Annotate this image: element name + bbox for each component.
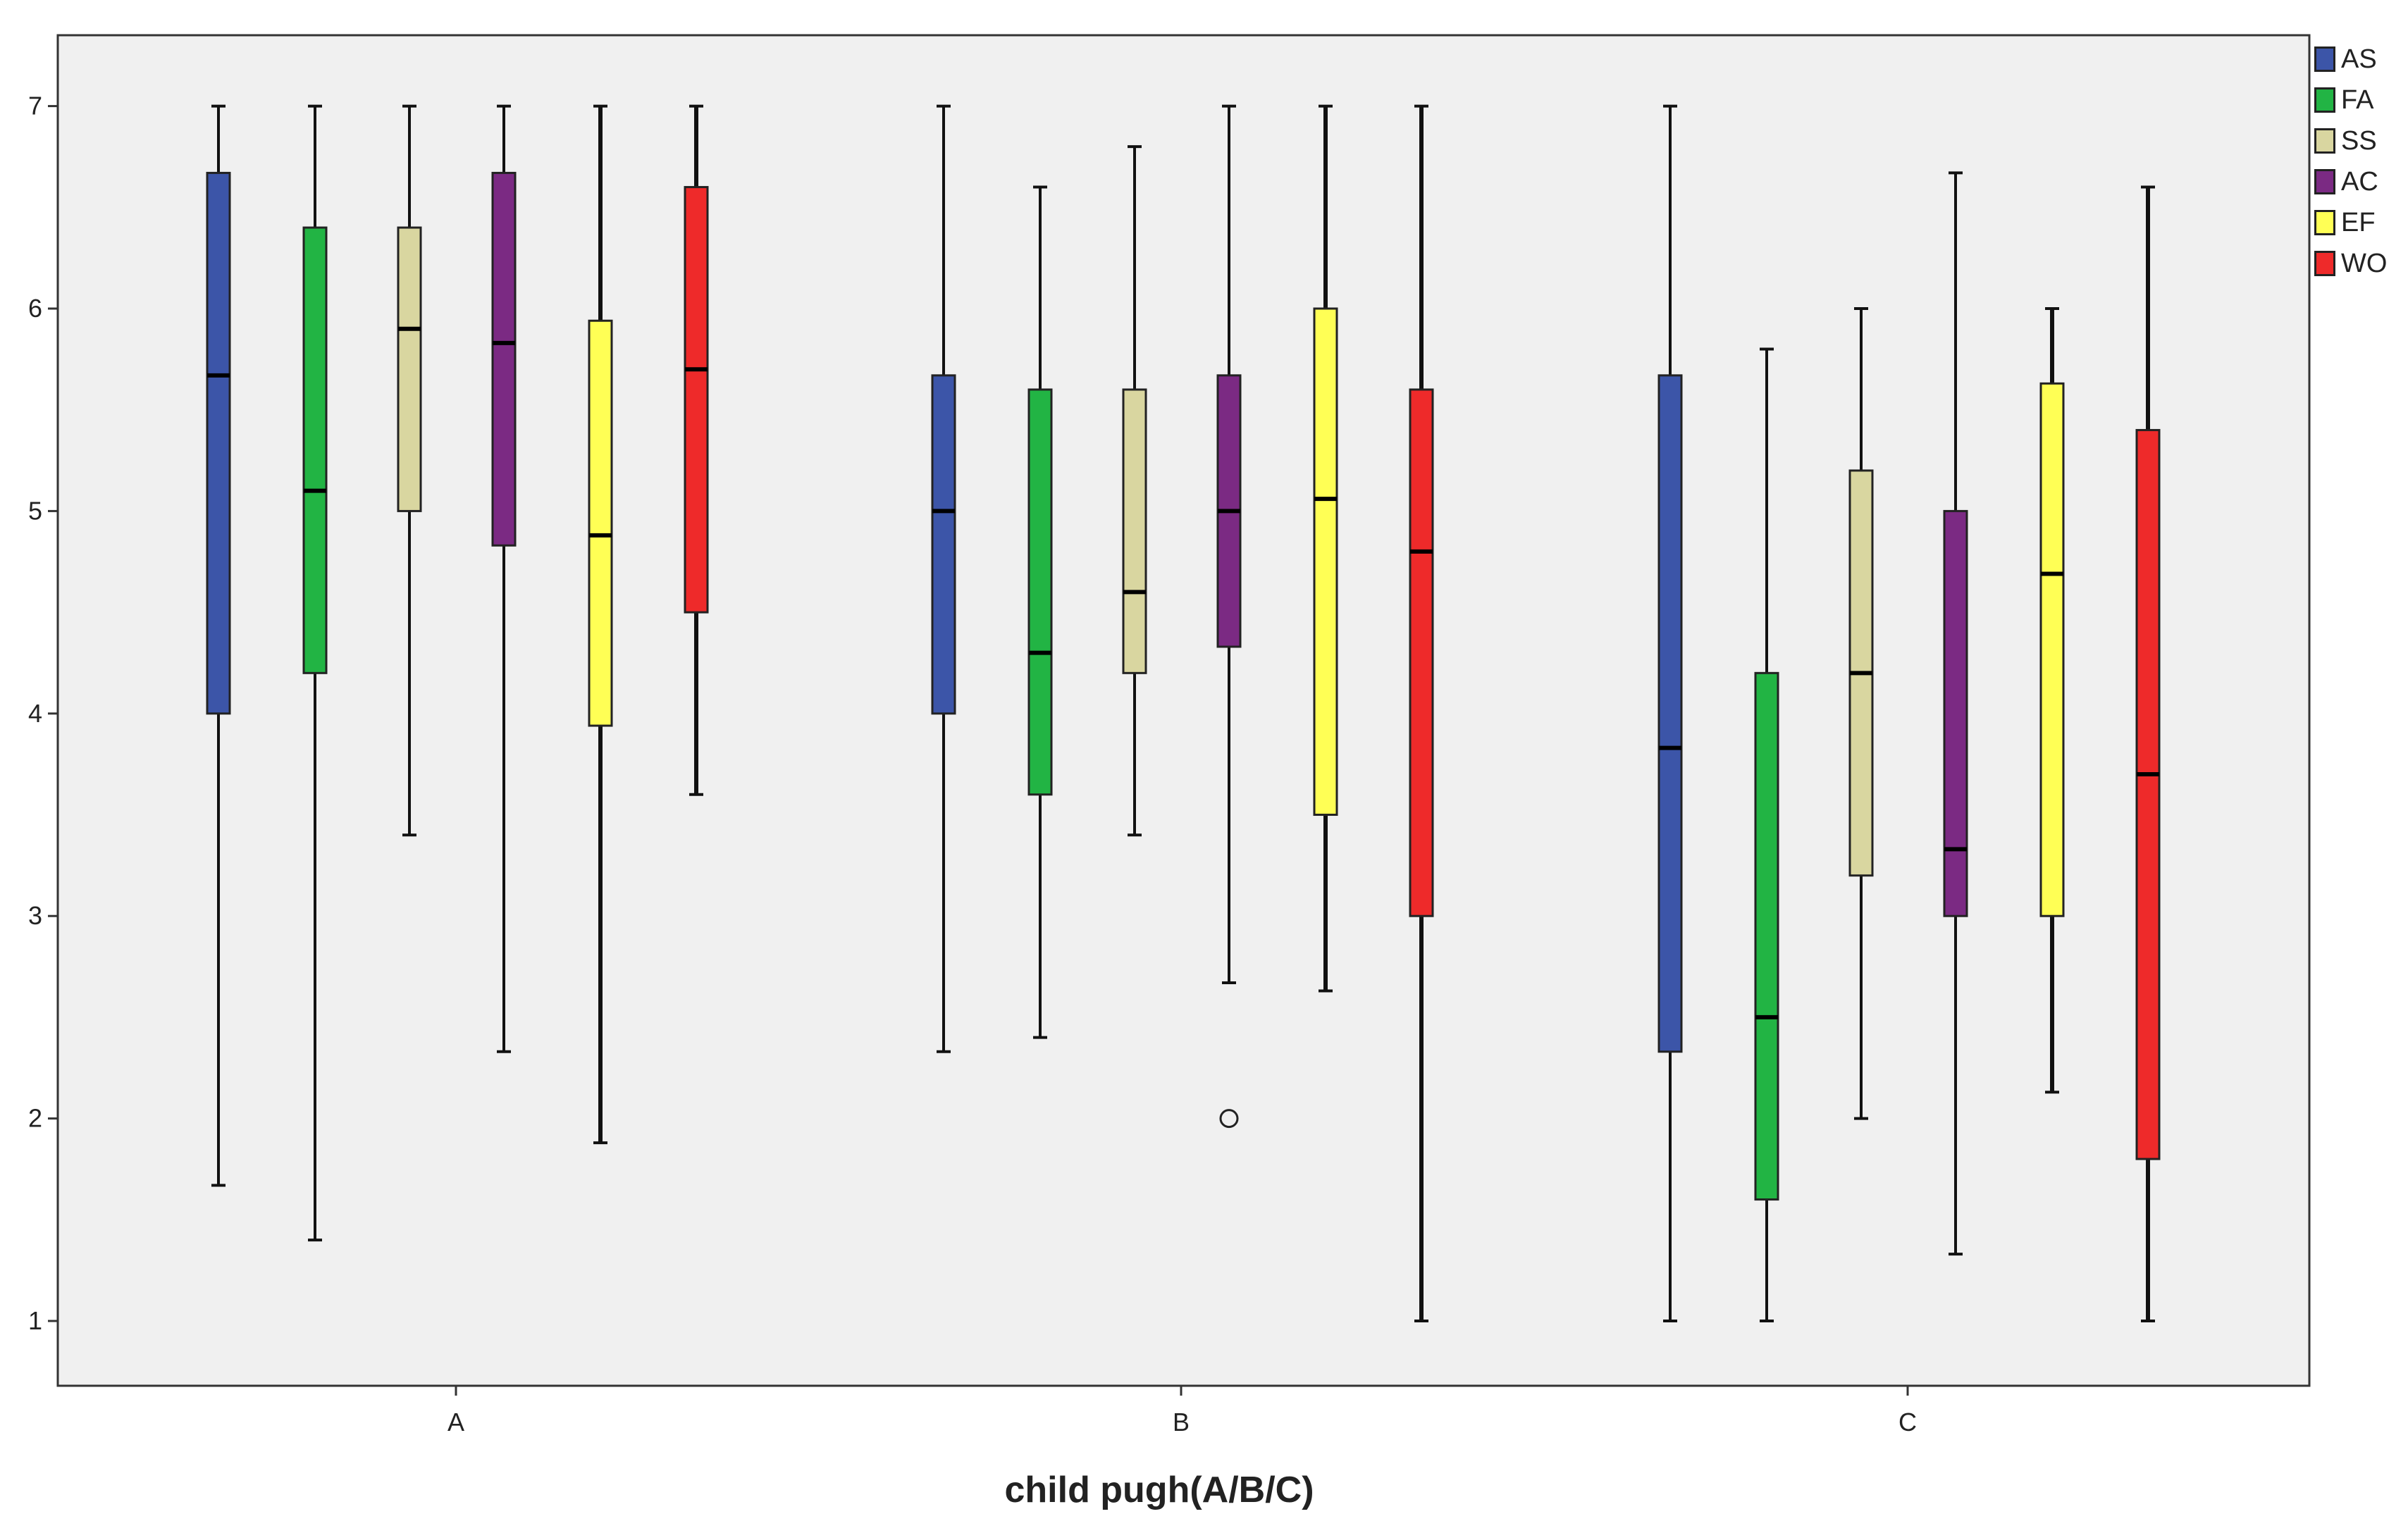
box-as-a [206,104,231,1187]
box-iqr [1409,388,1434,917]
x-axis-title: child pugh(A/B/C) [1004,1470,1314,1510]
box-iqr [491,171,517,547]
box-wo-b [1409,104,1434,1323]
legend-label: FA [2341,85,2374,115]
box-ss-a [397,104,422,837]
box-fa-c [1754,347,1779,1323]
y-tick-label: 1 [28,1306,42,1335]
legend-item-ss: SS [2314,120,2406,161]
box-wo-a [684,104,709,796]
box-iqr [206,171,231,715]
box-iqr [2039,382,2065,917]
y-tick-label: 3 [28,901,42,930]
box-iqr [588,319,613,727]
legend-swatch [2314,128,2335,154]
box-fa-a [302,104,328,1242]
box-fa-b [1027,185,1053,1039]
box-iqr [1943,509,1968,917]
x-tick-label: B [1173,1408,1190,1436]
box-iqr [1122,388,1147,674]
box-iqr [1754,671,1779,1201]
legend-item-ac: AC [2314,161,2406,202]
box-iqr [931,374,956,715]
legend-swatch [2314,46,2335,72]
legend-item-ef: EF [2314,202,2406,243]
box-as-c [1657,104,1683,1323]
legend-label: WO [2341,248,2388,278]
box-ac-b [1216,104,1242,1129]
plot-area [56,34,2311,1387]
x-axis: A B C [447,1386,1917,1436]
legend-swatch [2314,251,2335,276]
legend-item-fa: FA [2314,80,2406,120]
x-tick-label: A [447,1408,464,1436]
box-iqr [684,186,709,614]
box-iqr [1027,388,1053,796]
y-tick-label: 5 [28,496,42,525]
legend-item-as: AS [2314,39,2406,80]
legend-label: AC [2341,166,2378,197]
y-tick-label: 4 [28,699,42,728]
outlier-point [1219,1109,1239,1129]
box-ef-b [1313,104,1338,993]
y-tick-label: 6 [28,294,42,323]
legend-item-wo: WO [2314,243,2406,284]
box-iqr [397,226,422,512]
box-iqr [1657,374,1683,1053]
box-ef-c [2039,306,2065,1094]
legend-label: SS [2341,125,2377,156]
box-wo-c [2135,185,2161,1323]
legend-swatch [2314,87,2335,113]
legend-label: EF [2341,207,2376,237]
x-tick-label: C [1898,1408,1917,1436]
legend-swatch [2314,210,2335,235]
y-axis: 1 2 3 4 5 6 7 [28,92,58,1335]
y-tick-label: 2 [28,1104,42,1133]
y-tick-label: 7 [28,92,42,120]
box-iqr [1313,307,1338,817]
legend-swatch [2314,169,2335,194]
box-ef-a [588,104,613,1145]
legend-label: AS [2341,44,2377,74]
box-ac-a [491,104,517,1053]
box-ac-c [1943,171,1968,1256]
box-iqr [2135,428,2161,1160]
box-ss-c [1848,306,1874,1120]
box-ss-b [1122,145,1147,837]
legend: AS FA SS AC EF WO [2314,39,2406,284]
box-iqr [302,226,328,674]
box-as-b [931,104,956,1053]
box-groups [206,104,2161,1323]
